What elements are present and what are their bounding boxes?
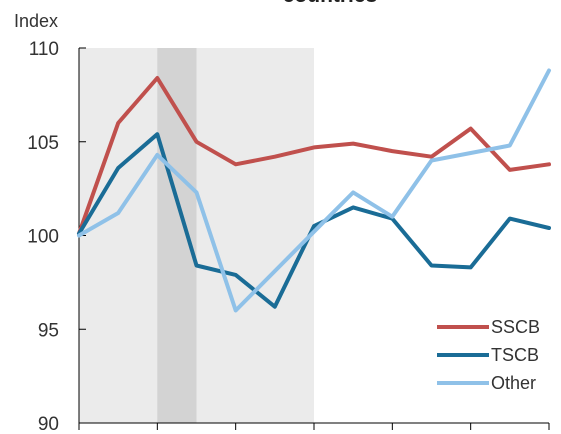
y-tick-label-100: 100 — [27, 227, 59, 248]
legend: SSCB TSCB Other — [437, 317, 540, 393]
series-line-other — [77, 68, 551, 313]
y-tick-label-95: 95 — [38, 320, 59, 341]
y-tick-label-90: 90 — [38, 414, 59, 434]
legend-label-tscb: TSCB — [491, 345, 539, 365]
series-line-sscb — [77, 76, 551, 236]
y-tick-label-110: 110 — [29, 39, 59, 60]
legend-label-sscb: SSCB — [491, 317, 540, 337]
chart-title: countries — [283, 0, 378, 7]
series-line-tscb — [77, 132, 551, 309]
tick-labels: 90 95 100 105 110 — [27, 39, 59, 434]
y-axis-title: Index — [14, 11, 58, 31]
shaded-region-1 — [157, 48, 197, 423]
y-tick-label-105: 105 — [27, 133, 59, 154]
axes — [78, 47, 550, 430]
shaded-regions — [79, 48, 314, 423]
legend-label-other: Other — [491, 373, 536, 393]
series-lines — [77, 68, 551, 313]
